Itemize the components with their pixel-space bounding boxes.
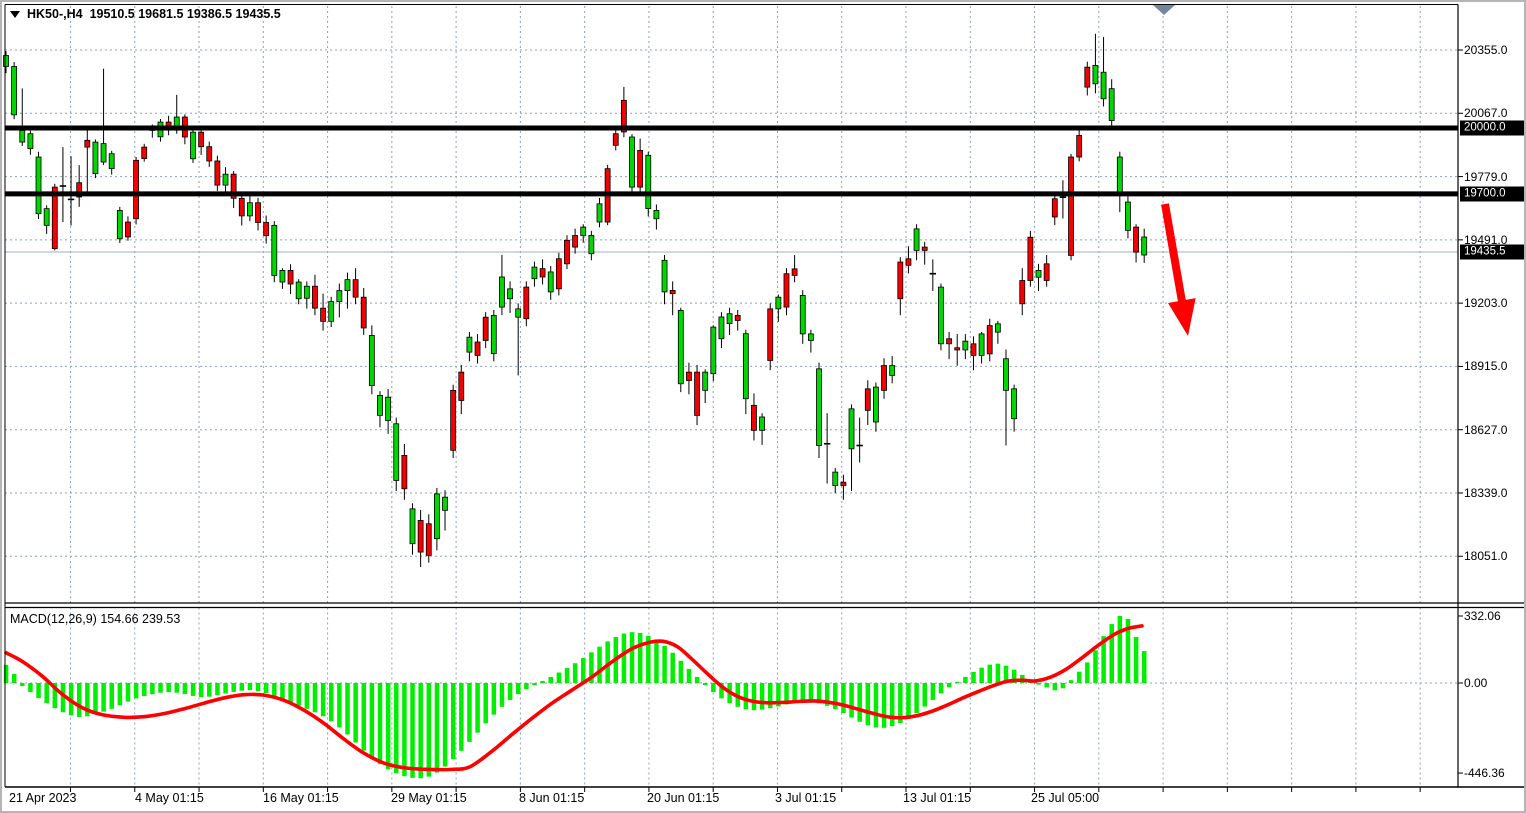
chart-title: HK50-,H4 19510.5 19681.5 19386.5 19435.5 xyxy=(10,7,281,21)
macd-signal-line xyxy=(4,624,1144,772)
time-axis-label: 16 May 01:15 xyxy=(263,791,339,805)
macd-axis-tick: 0.00 xyxy=(1464,676,1488,690)
hline-price-label: 20000.0 xyxy=(1460,120,1524,136)
price-axis-tick: 19491.0 xyxy=(1464,232,1508,247)
symbol-menu-triangle-icon xyxy=(10,10,20,18)
time-axis-label: 29 May 01:15 xyxy=(391,791,467,805)
ohlc-values: 19510.5 19681.5 19386.5 19435.5 xyxy=(89,7,281,21)
price-axis-tick: 18051.0 xyxy=(1464,549,1508,564)
macd-values: 154.66 239.53 xyxy=(100,612,181,626)
time-axis-label: 25 Jul 05:00 xyxy=(1031,791,1100,805)
price-axis-tick: 20067.0 xyxy=(1464,106,1508,121)
price-axis-tick: 19779.0 xyxy=(1464,169,1508,184)
sell-arrow-object[interactable] xyxy=(1161,203,1196,336)
price-axis-tick: 20355.0 xyxy=(1464,43,1508,57)
time-axis-label: 3 Jul 01:15 xyxy=(775,791,837,805)
macd-indicator-label: MACD(12,26,9) 154.66 239.53 xyxy=(10,612,180,626)
price-axis-tick: 19203.0 xyxy=(1464,296,1508,311)
time-axis-label: 8 Jun 01:15 xyxy=(519,791,585,805)
time-axis-label: 4 May 01:15 xyxy=(135,791,204,805)
hline-price-label: 19700.0 xyxy=(1460,186,1524,202)
price-axis-tick: 18339.0 xyxy=(1464,485,1508,500)
time-axis-label: 13 Jul 01:15 xyxy=(903,791,972,805)
time-axis-label: 20 Jun 01:15 xyxy=(647,791,720,805)
bid-price-label: 19435.5 xyxy=(1460,244,1524,260)
macd-axis-tick: -446.36 xyxy=(1464,766,1505,781)
macd-name: MACD(12,26,9) xyxy=(10,612,97,626)
chart-shift-marker[interactable] xyxy=(1153,5,1175,15)
macd-axis-tick: 332.06 xyxy=(1464,608,1501,623)
price-axis-tick: 18627.0 xyxy=(1464,422,1508,437)
symbol-name: HK50-,H4 xyxy=(27,7,83,21)
time-axis-label: 21 Apr 2023 xyxy=(9,791,77,805)
price-axis-tick: 18915.0 xyxy=(1464,359,1508,374)
